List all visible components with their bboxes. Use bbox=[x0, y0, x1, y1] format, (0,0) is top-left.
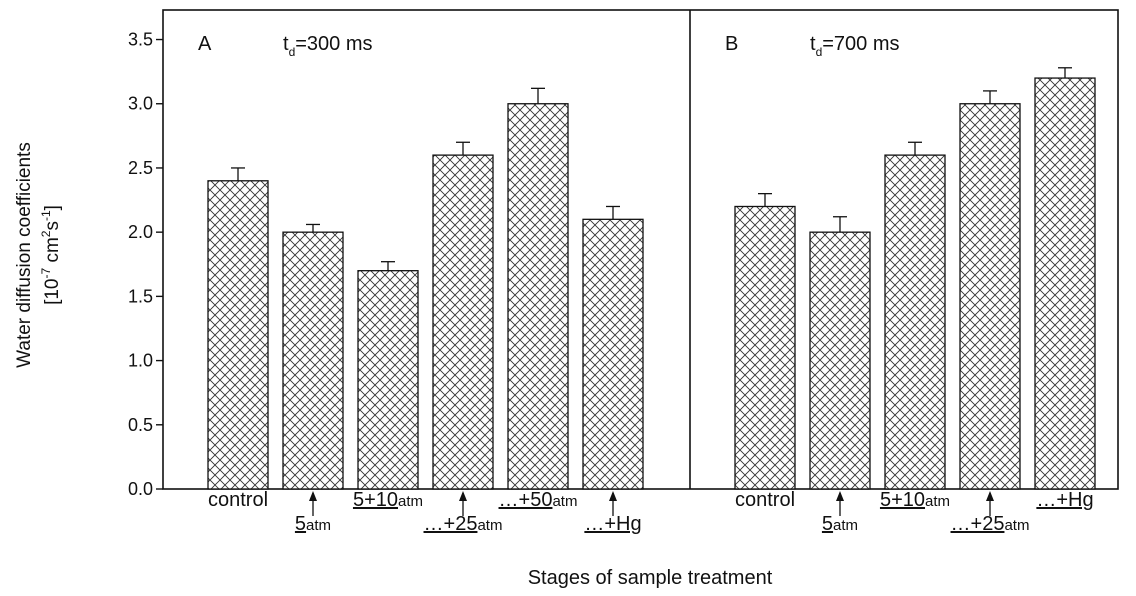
x-axis-label: Stages of sample treatment bbox=[528, 567, 773, 589]
x-tick-label: control bbox=[735, 489, 795, 511]
x-tick-label: …+50atm bbox=[499, 489, 578, 511]
y-tick-label: 0.0 bbox=[128, 479, 153, 499]
x-tick-label: 5atm bbox=[822, 513, 858, 535]
arrow-head bbox=[309, 491, 317, 501]
bar bbox=[207, 180, 269, 490]
bar bbox=[734, 205, 796, 490]
arrow-head bbox=[459, 491, 467, 501]
bar bbox=[507, 103, 569, 490]
y-tick-label: 1.5 bbox=[128, 286, 153, 306]
y-tick-label: 2.5 bbox=[128, 158, 153, 178]
y-axis-label-part: [10 bbox=[42, 279, 63, 305]
y-tick-label: 1.0 bbox=[128, 351, 153, 371]
y-tick-label: 0.5 bbox=[128, 415, 153, 435]
category-unit: atm bbox=[306, 517, 331, 534]
annotation: td=300 ms bbox=[283, 33, 373, 59]
category: 5 bbox=[822, 513, 833, 535]
x-tick-label: …+25atm bbox=[424, 513, 503, 535]
category-unit: atm bbox=[925, 493, 950, 510]
y-axis-label-part: -7 bbox=[39, 268, 53, 279]
x-tick-label: …+Hg bbox=[1036, 489, 1093, 511]
category: control bbox=[208, 489, 268, 511]
category: control bbox=[735, 489, 795, 511]
x-tick-label: 5+10atm bbox=[880, 489, 950, 511]
y-axis-label-part: s bbox=[42, 221, 63, 231]
y-tick-label: 3.5 bbox=[128, 30, 153, 50]
y-axis-label: Water diffusion coefficients bbox=[14, 142, 35, 368]
x-tick-label: …+25atm bbox=[951, 513, 1030, 535]
bar bbox=[809, 231, 871, 490]
category: 5+10 bbox=[880, 489, 925, 511]
x-tick-label: …+Hg bbox=[584, 513, 641, 535]
category: …+Hg bbox=[1036, 489, 1093, 511]
y-tick-label: 3.0 bbox=[128, 94, 153, 114]
bar bbox=[357, 270, 419, 490]
y-axis-label-part: ] bbox=[42, 205, 63, 210]
bar bbox=[1034, 77, 1096, 490]
y-axis-label-part: 2 bbox=[39, 230, 53, 237]
panel-label: B bbox=[725, 33, 738, 55]
annotation-text: =300 ms bbox=[295, 33, 372, 55]
category: …+25 bbox=[424, 513, 478, 535]
category-unit: atm bbox=[833, 517, 858, 534]
category: …+25 bbox=[951, 513, 1005, 535]
annotation-sub: d bbox=[289, 45, 296, 59]
bar bbox=[582, 218, 644, 490]
panel-label: A bbox=[198, 33, 212, 55]
x-tick-label: 5+10atm bbox=[353, 489, 423, 511]
annotation-text: =700 ms bbox=[822, 33, 899, 55]
annotation-t: t bbox=[283, 33, 289, 55]
y-axis-label-part: cm bbox=[42, 237, 63, 268]
annotation-t: t bbox=[810, 33, 816, 55]
arrow-head bbox=[986, 491, 994, 501]
x-tick-label: control bbox=[208, 489, 268, 511]
arrow-head bbox=[609, 491, 617, 501]
bar bbox=[884, 154, 946, 490]
category: 5+10 bbox=[353, 489, 398, 511]
bar bbox=[282, 231, 344, 490]
bar bbox=[432, 154, 494, 490]
y-axis-label-part: -1 bbox=[39, 210, 53, 221]
category-unit: atm bbox=[398, 493, 423, 510]
category: …+Hg bbox=[584, 513, 641, 535]
bar bbox=[959, 103, 1021, 490]
category-unit: atm bbox=[552, 493, 577, 510]
category-unit: atm bbox=[477, 517, 502, 534]
category: 5 bbox=[295, 513, 306, 535]
annotation-sub: d bbox=[816, 45, 823, 59]
arrow-head bbox=[836, 491, 844, 501]
category-unit: atm bbox=[1004, 517, 1029, 534]
y-axis-label-units: [10-7 cm2s-1] bbox=[39, 205, 63, 305]
y-tick-label: 2.0 bbox=[128, 222, 153, 242]
x-tick-label: 5atm bbox=[295, 513, 331, 535]
category: …+50 bbox=[499, 489, 553, 511]
annotation: td=700 ms bbox=[810, 33, 900, 59]
